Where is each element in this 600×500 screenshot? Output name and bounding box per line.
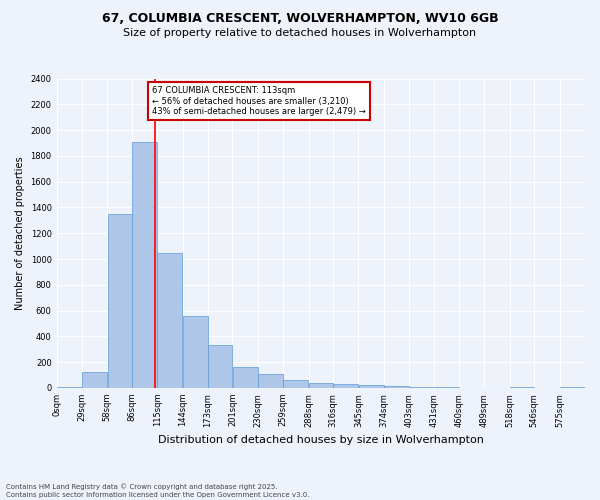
Bar <box>384 386 409 388</box>
Bar <box>560 386 585 388</box>
Bar <box>233 366 257 388</box>
Text: Contains HM Land Registry data © Crown copyright and database right 2025.
Contai: Contains HM Land Registry data © Crown c… <box>6 484 310 498</box>
Bar <box>57 386 82 388</box>
Bar <box>333 384 358 388</box>
Bar <box>283 380 308 388</box>
Text: 67, COLUMBIA CRESCENT, WOLVERHAMPTON, WV10 6GB: 67, COLUMBIA CRESCENT, WOLVERHAMPTON, WV… <box>101 12 499 26</box>
Bar <box>157 252 182 388</box>
Bar <box>82 372 107 388</box>
Bar <box>208 344 232 388</box>
Bar <box>132 142 157 388</box>
Text: 67 COLUMBIA CRESCENT: 113sqm
← 56% of detached houses are smaller (3,210)
43% of: 67 COLUMBIA CRESCENT: 113sqm ← 56% of de… <box>152 86 365 116</box>
Bar <box>359 384 383 388</box>
Bar <box>309 384 333 388</box>
Y-axis label: Number of detached properties: Number of detached properties <box>15 156 25 310</box>
Bar <box>258 374 283 388</box>
Text: Size of property relative to detached houses in Wolverhampton: Size of property relative to detached ho… <box>124 28 476 38</box>
Bar <box>183 316 208 388</box>
Bar <box>107 214 131 388</box>
X-axis label: Distribution of detached houses by size in Wolverhampton: Distribution of detached houses by size … <box>158 435 484 445</box>
